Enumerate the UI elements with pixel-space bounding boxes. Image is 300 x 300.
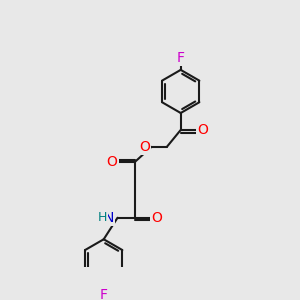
Text: O: O (107, 155, 118, 169)
Text: N: N (103, 211, 114, 225)
Text: F: F (100, 289, 108, 300)
Text: H: H (98, 211, 107, 224)
Text: F: F (177, 51, 185, 64)
Text: O: O (139, 140, 150, 154)
Text: O: O (152, 211, 162, 225)
Text: O: O (198, 123, 208, 137)
